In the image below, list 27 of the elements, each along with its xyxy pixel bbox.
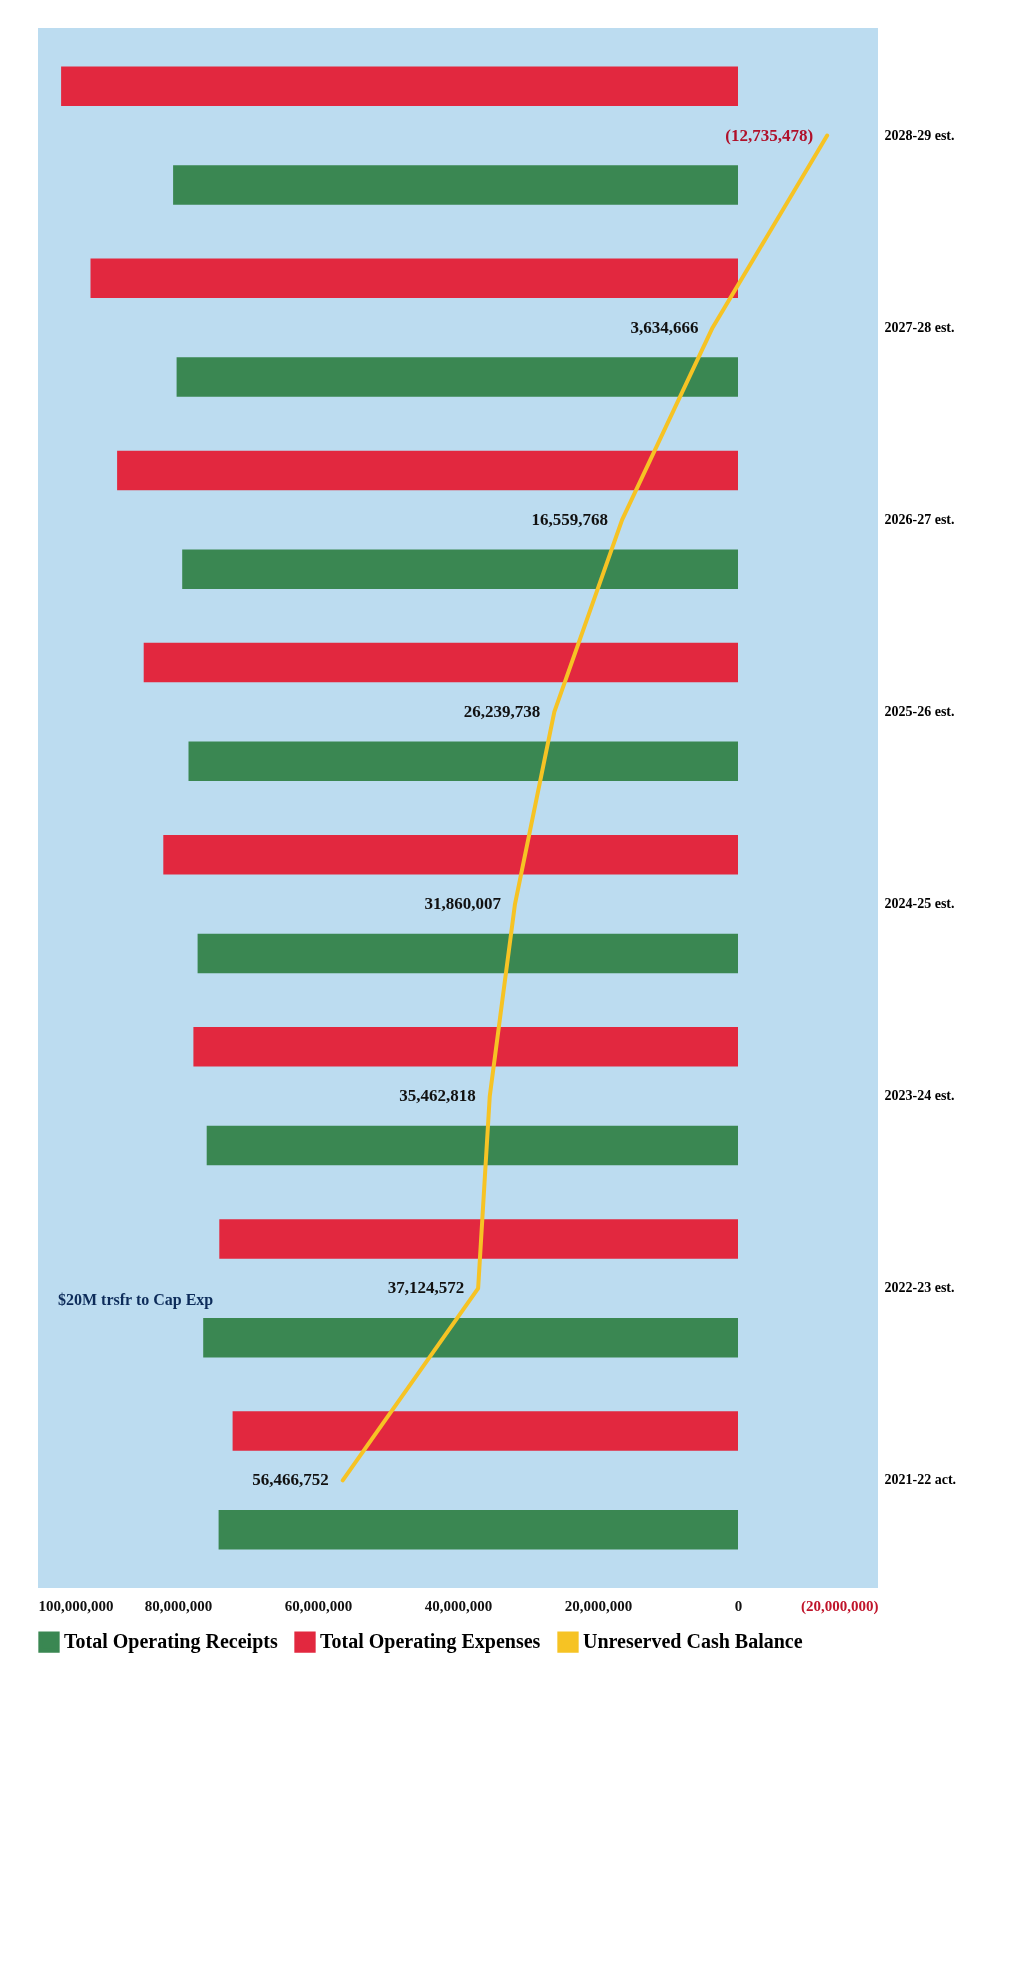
legend-label: Total Operating Expenses (320, 1630, 541, 1654)
y-tick-label: 2025-26 est. (884, 703, 955, 719)
x-tick-label: (20,000,000) (801, 1597, 879, 1615)
x-tick-label: 40,000,000 (424, 1597, 493, 1614)
legend-label: Unreserved Cash Balance (583, 1630, 803, 1653)
data-label: 16,559,768 (531, 509, 609, 529)
y-tick-label: 2027-28 est. (884, 319, 955, 335)
data-label: (12,735,478) (725, 125, 814, 145)
y-tick-label: 2024-25 est. (884, 896, 955, 912)
x-tick-label: 60,000,000 (284, 1597, 353, 1614)
x-tick-label: 20,000,000 (564, 1597, 633, 1614)
y-tick-label: 2021-22 act. (884, 1472, 957, 1488)
data-label: 56,466,752 (252, 1470, 329, 1490)
data-label: 37,124,572 (387, 1278, 465, 1298)
y-tick-label: 2022-23 est. (884, 1280, 955, 1296)
y-tick-label: 2026-27 est. (884, 511, 955, 527)
annotation: $20M trsfr to Cap Exp (58, 1291, 214, 1309)
y-tick-label: 2023-24 est. (884, 1088, 955, 1104)
x-tick-label: 100,000,000 (38, 1597, 114, 1614)
x-tick-label: 0 (734, 1597, 743, 1614)
y-tick-label: 2028-29 est. (884, 127, 955, 143)
data-label: 3,634,666 (630, 317, 699, 337)
x-tick-label: 80,000,000 (144, 1597, 213, 1614)
data-label: 31,860,007 (424, 894, 502, 914)
data-label: 26,239,738 (463, 701, 541, 721)
legend-label: Total Operating Receipts (64, 1630, 278, 1654)
data-label: 35,462,818 (399, 1086, 476, 1106)
